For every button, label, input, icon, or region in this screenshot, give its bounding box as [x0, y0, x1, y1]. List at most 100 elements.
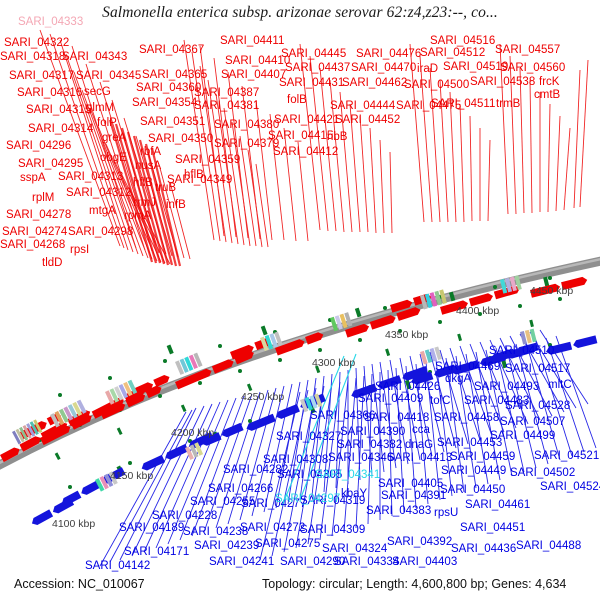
gene-label-rna[interactable]: SARI_04297	[275, 493, 341, 505]
gene-label-forward[interactable]: rbfA	[140, 146, 162, 158]
gene-label-reverse[interactable]: SARI_04309	[300, 524, 366, 536]
gene-label-forward[interactable]: hflB	[133, 177, 153, 189]
gene-label-reverse[interactable]: SARI_04189	[119, 522, 185, 534]
gene-label-forward[interactable]: SARI_04511	[431, 98, 496, 110]
gene-label-reverse[interactable]: SARI_04436	[451, 543, 517, 555]
gene-label-forward[interactable]: SARI_04431	[279, 77, 345, 89]
gene-label-reverse[interactable]: SARI_04346	[328, 452, 394, 464]
gene-label-reverse[interactable]: SARI_04282	[223, 464, 289, 476]
gene-label-forward[interactable]: SARI_04412	[273, 146, 339, 158]
gene-label-reverse[interactable]: SARI_04403	[392, 556, 458, 568]
genome-map-canvas[interactable]	[0, 0, 600, 570]
gene-label-forward[interactable]: trmB	[496, 98, 521, 110]
gene-label-forward[interactable]: SARI_04365	[142, 69, 208, 81]
gene-label-forward[interactable]: SARI_04462	[342, 77, 408, 89]
gene-label-forward[interactable]: SARI_04298	[68, 226, 134, 238]
gene-label-forward[interactable]: hflB	[184, 169, 204, 181]
gene-label-forward[interactable]: cmtB	[534, 89, 561, 101]
gene-label-forward[interactable]: SARI_04445	[281, 48, 347, 60]
gene-label-reverse[interactable]: SARI_04418	[364, 412, 430, 424]
gene-label-reverse[interactable]: SARI_04493	[474, 381, 540, 393]
gene-label-forward[interactable]: SARI_04316	[17, 87, 83, 99]
gene-label-forward[interactable]: SARI_04415	[268, 130, 334, 142]
gene-label-forward[interactable]: SARI_04322	[4, 37, 70, 49]
gene-label-forward[interactable]: SARI_04312	[66, 187, 132, 199]
gene-label-forward[interactable]: rpmA	[124, 210, 152, 222]
gene-label-reverse[interactable]: SARI_04324	[322, 543, 388, 555]
gene-label-forward[interactable]: ribB	[327, 131, 348, 143]
gene-label-forward[interactable]: SARI_04345	[76, 70, 142, 82]
gene-label-reverse[interactable]: SARI_04409	[358, 393, 424, 405]
forward-strand-genes[interactable]	[0, 276, 588, 463]
gene-label-reverse[interactable]: mltC	[548, 379, 572, 391]
gene-label-forward[interactable]: SARI_04452	[335, 114, 401, 126]
gene-label-reverse[interactable]: SARI_04308	[263, 454, 329, 466]
gene-label-reverse[interactable]: dkgA	[445, 373, 472, 385]
gene-label-forward[interactable]: SARI_04367	[139, 44, 205, 56]
gene-label-forward[interactable]: SARI_04343	[62, 51, 128, 63]
gene-label-reverse[interactable]: SARI_04171	[124, 546, 190, 558]
gene-label-forward[interactable]: SARI_04333	[18, 16, 84, 28]
gene-label-forward[interactable]: SARI_04349	[167, 174, 233, 186]
gene-label-forward[interactable]: glmM	[86, 102, 115, 114]
gene-label-forward[interactable]: SARI_04274	[2, 226, 68, 238]
gene-label-reverse[interactable]: SARI_04305	[277, 469, 343, 481]
gene-label-reverse[interactable]: SARI_04239	[194, 540, 260, 552]
gene-label-forward[interactable]: SARI_04476	[356, 48, 422, 60]
gene-label-forward[interactable]: SARI_04444	[330, 100, 396, 112]
gene-label-forward[interactable]: SARI_04387	[194, 87, 260, 99]
gene-label-reverse[interactable]: SARI_04510	[489, 345, 555, 357]
gene-label-forward[interactable]: SARI_04318	[0, 51, 66, 63]
gene-label-forward[interactable]: SARI_04315	[26, 104, 92, 116]
gene-label-reverse[interactable]: SARI_04266	[208, 483, 274, 495]
gene-label-reverse[interactable]: SARI_04507	[500, 416, 566, 428]
gene-label-reverse[interactable]: kbaY	[341, 488, 368, 500]
gene-label-reverse[interactable]: SARI_04241	[209, 556, 275, 568]
gene-label-forward[interactable]: SARI_04519	[443, 61, 509, 73]
gene-label-forward[interactable]: secG	[84, 86, 111, 98]
gene-label-forward[interactable]: greA	[102, 132, 127, 144]
gene-label-reverse[interactable]: SARI_04459	[450, 451, 516, 463]
gene-label-forward[interactable]: SARI_04360	[136, 82, 202, 94]
gene-label-forward[interactable]: SARI_04538	[470, 76, 536, 88]
gene-label-reverse[interactable]: SARI_04524	[540, 481, 600, 493]
gene-label-reverse[interactable]: cca	[412, 424, 430, 436]
gene-label-forward[interactable]: SARI_04359	[175, 154, 241, 166]
gene-label-forward[interactable]: SARI_04470	[351, 62, 417, 74]
gene-label-forward[interactable]: SARI_04475	[396, 100, 462, 112]
gene-label-reverse[interactable]: SARI_04426	[375, 381, 441, 393]
gene-label-reverse[interactable]: SARI_04528	[505, 400, 571, 412]
gene-label-forward[interactable]: folP	[97, 117, 117, 129]
gene-label-forward[interactable]: rplM	[32, 192, 55, 204]
reverse-strand-genes[interactable]	[30, 335, 598, 527]
gene-label-forward[interactable]: SARI_04295	[18, 158, 84, 170]
gene-label-reverse[interactable]: tolC	[430, 395, 451, 407]
gene-label-forward[interactable]: mtgA	[89, 205, 116, 217]
gene-label-reverse[interactable]: SARI_04334	[334, 556, 400, 568]
gene-label-reverse[interactable]: SARI_04469	[435, 361, 501, 373]
gene-label-reverse[interactable]: SARI_04290	[280, 556, 346, 568]
gene-label-reverse[interactable]: SARI_04327	[276, 431, 342, 443]
gene-label-forward[interactable]: SARI_04437	[285, 62, 351, 74]
gene-label-reverse[interactable]: SARI_04392	[387, 536, 453, 548]
gene-label-forward[interactable]: SARI_04380	[214, 119, 280, 131]
gene-label-forward[interactable]: SARI_04512	[420, 47, 486, 59]
gene-label-forward[interactable]: SARI_04278	[6, 209, 72, 221]
gene-label-reverse[interactable]: SARI_04391	[381, 490, 447, 502]
gene-label-forward[interactable]: frcK	[539, 76, 560, 88]
gene-label-reverse[interactable]: SARI_04390	[340, 426, 406, 438]
gene-label-reverse[interactable]: SARI_04517	[505, 363, 571, 375]
gene-label-forward[interactable]: SARI_04350	[148, 133, 214, 145]
gene-label-forward[interactable]: nusA	[135, 160, 162, 172]
gene-label-forward[interactable]: truB	[155, 182, 177, 194]
gene-label-forward[interactable]: SARI_04560	[500, 62, 566, 74]
gene-label-forward[interactable]: obgE	[100, 152, 127, 164]
gene-label-reverse[interactable]: SARI_04238	[183, 526, 249, 538]
gene-label-forward[interactable]: SARI_04410	[225, 55, 291, 67]
gene-label-forward[interactable]: SARI_04500	[404, 79, 470, 91]
gene-label-reverse[interactable]: SARI_04228	[152, 510, 218, 522]
gene-label-reverse[interactable]: SARI_04275	[255, 538, 321, 550]
gene-label-reverse[interactable]: SARI_04319	[300, 495, 366, 507]
gene-label-reverse[interactable]: SARI_04458	[434, 412, 500, 424]
gene-label-reverse[interactable]: SARI_04449	[441, 465, 507, 477]
